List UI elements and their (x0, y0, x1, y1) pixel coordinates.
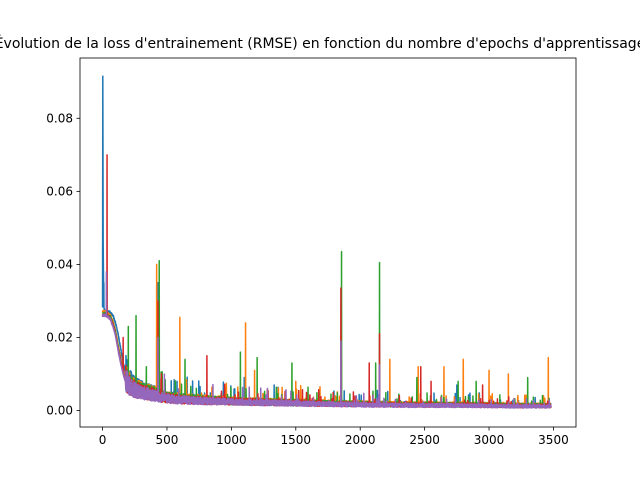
series-line-4 (101, 154, 552, 409)
x-tick-label: 2000 (345, 433, 376, 447)
y-tick-label: 0.08 (46, 111, 73, 125)
x-tick-label: 0 (99, 433, 107, 447)
x-tick-label: 500 (156, 433, 179, 447)
y-tick-label: 0.02 (46, 330, 73, 344)
series-line-2 (101, 263, 552, 409)
x-tick-label: 3000 (474, 433, 505, 447)
y-tick-label: 0.00 (46, 404, 73, 418)
axes-frame (79, 57, 577, 428)
x-tick-label: 1500 (281, 433, 312, 447)
x-tick-label: 2500 (409, 433, 440, 447)
x-tick-label: 1000 (216, 433, 247, 447)
series-line-3 (101, 250, 552, 409)
x-tick-label: 3500 (538, 433, 569, 447)
chart-title: Évolution de la loss d'entrainement (RMS… (0, 35, 640, 52)
y-tick-label: 0.06 (46, 184, 73, 198)
series-line-1 (101, 75, 552, 409)
y-tick-label: 0.04 (46, 257, 73, 271)
series-line-5 (101, 270, 552, 409)
